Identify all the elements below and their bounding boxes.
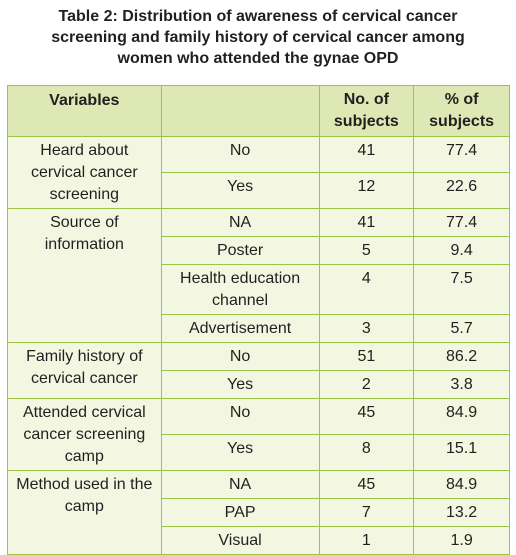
count-cell: 1	[318, 526, 415, 555]
count-cell: 3	[318, 314, 415, 343]
variable-group-label: Heard about cervical cancer screening	[7, 136, 162, 209]
header-percent-line-1: % of	[444, 91, 479, 108]
percent-cell: 7.5	[413, 264, 510, 315]
category-cell: Poster	[160, 236, 320, 265]
percent-cell: 84.9	[413, 398, 510, 435]
variable-group-label: Method used in the camp	[7, 470, 162, 555]
header-subcategory	[160, 85, 320, 137]
table-row: Heard about cervical cancer screening No 4…	[7, 136, 510, 209]
table-row: PAP 7 13.2	[8, 498, 510, 527]
count-cell: 5	[318, 236, 415, 265]
table-row: Source of information NA 41 77.4	[7, 208, 510, 343]
category-cell: Advertisement	[160, 314, 320, 343]
variable-group-label: Family history of cervical cancer	[7, 342, 162, 399]
count-cell: 51	[318, 342, 415, 371]
count-cell: 8	[318, 434, 415, 471]
category-cell: Visual	[160, 526, 320, 555]
percent-cell: 15.1	[413, 434, 510, 471]
category-cell: Yes	[160, 370, 320, 399]
count-cell: 7	[318, 498, 415, 527]
header-percent-line-2: subjects	[429, 113, 495, 130]
variable-group-label: Source of information	[7, 208, 162, 343]
category-cell: No	[160, 136, 320, 173]
percent-cell: 1.9	[413, 526, 510, 555]
count-cell: 12	[318, 172, 415, 209]
header-count: No. of subjects	[318, 85, 415, 137]
percent-cell: 22.6	[413, 172, 510, 209]
caption-line-3: women who attended the gynae OPD	[117, 50, 399, 67]
table-row: Yes 2 3.8	[8, 370, 510, 399]
table-row: Family history of cervical cancer No 51 86.…	[7, 342, 510, 399]
header-row: Variables No. of subjects % of subjects	[7, 85, 510, 137]
table-row: Health education channel 4 7.5	[8, 264, 510, 315]
header-variables: Variables	[7, 85, 162, 137]
count-cell: 2	[318, 370, 415, 399]
variable-group-label: Attended cervical cancer screening camp	[7, 398, 162, 471]
category-cell: Yes	[160, 434, 320, 471]
header-count-line-1: No. of	[343, 91, 390, 108]
category-cell: No	[160, 342, 320, 371]
percent-cell: 84.9	[413, 470, 510, 499]
count-cell: 4	[318, 264, 415, 315]
count-cell: 45	[318, 470, 415, 499]
distribution-table: Variables No. of subjects % of subjects …	[7, 85, 510, 555]
percent-cell: 77.4	[413, 208, 510, 237]
caption-line-2: screening and family history of cervical…	[51, 29, 465, 46]
category-cell: No	[160, 398, 320, 435]
count-cell: 41	[318, 208, 415, 237]
percent-cell: 86.2	[413, 342, 510, 371]
category-cell: PAP	[160, 498, 320, 527]
count-cell: 45	[318, 398, 415, 435]
table-row: Poster 5 9.4	[8, 236, 510, 265]
count-cell: 41	[318, 136, 415, 173]
header-count-line-2: subjects	[333, 113, 399, 130]
table-header: Variables No. of subjects % of subjects	[7, 85, 510, 137]
table-row: Method used in the camp NA 45 84.9	[7, 470, 510, 555]
category-cell: NA	[160, 470, 320, 499]
percent-cell: 77.4	[413, 136, 510, 173]
category-cell: NA	[160, 208, 320, 237]
category-cell: Yes	[160, 172, 320, 209]
category-cell: Health education channel	[160, 264, 320, 315]
table-body: Heard about cervical cancer screening No 4…	[7, 136, 510, 555]
table-row: Attended cervical cancer screening camp N…	[7, 398, 510, 471]
percent-cell: 3.8	[413, 370, 510, 399]
table-row: Yes 12 22.6	[8, 172, 510, 209]
data-table-container: Variables No. of subjects % of subjects …	[7, 85, 510, 555]
percent-cell: 13.2	[413, 498, 510, 527]
header-percent: % of subjects	[413, 85, 510, 137]
percent-cell: 9.4	[413, 236, 510, 265]
table-caption: Table 2: Distribution of awareness of ce…	[0, 0, 516, 69]
caption-line-1: Table 2: Distribution of awareness of ce…	[58, 8, 458, 25]
percent-cell: 5.7	[413, 314, 510, 343]
